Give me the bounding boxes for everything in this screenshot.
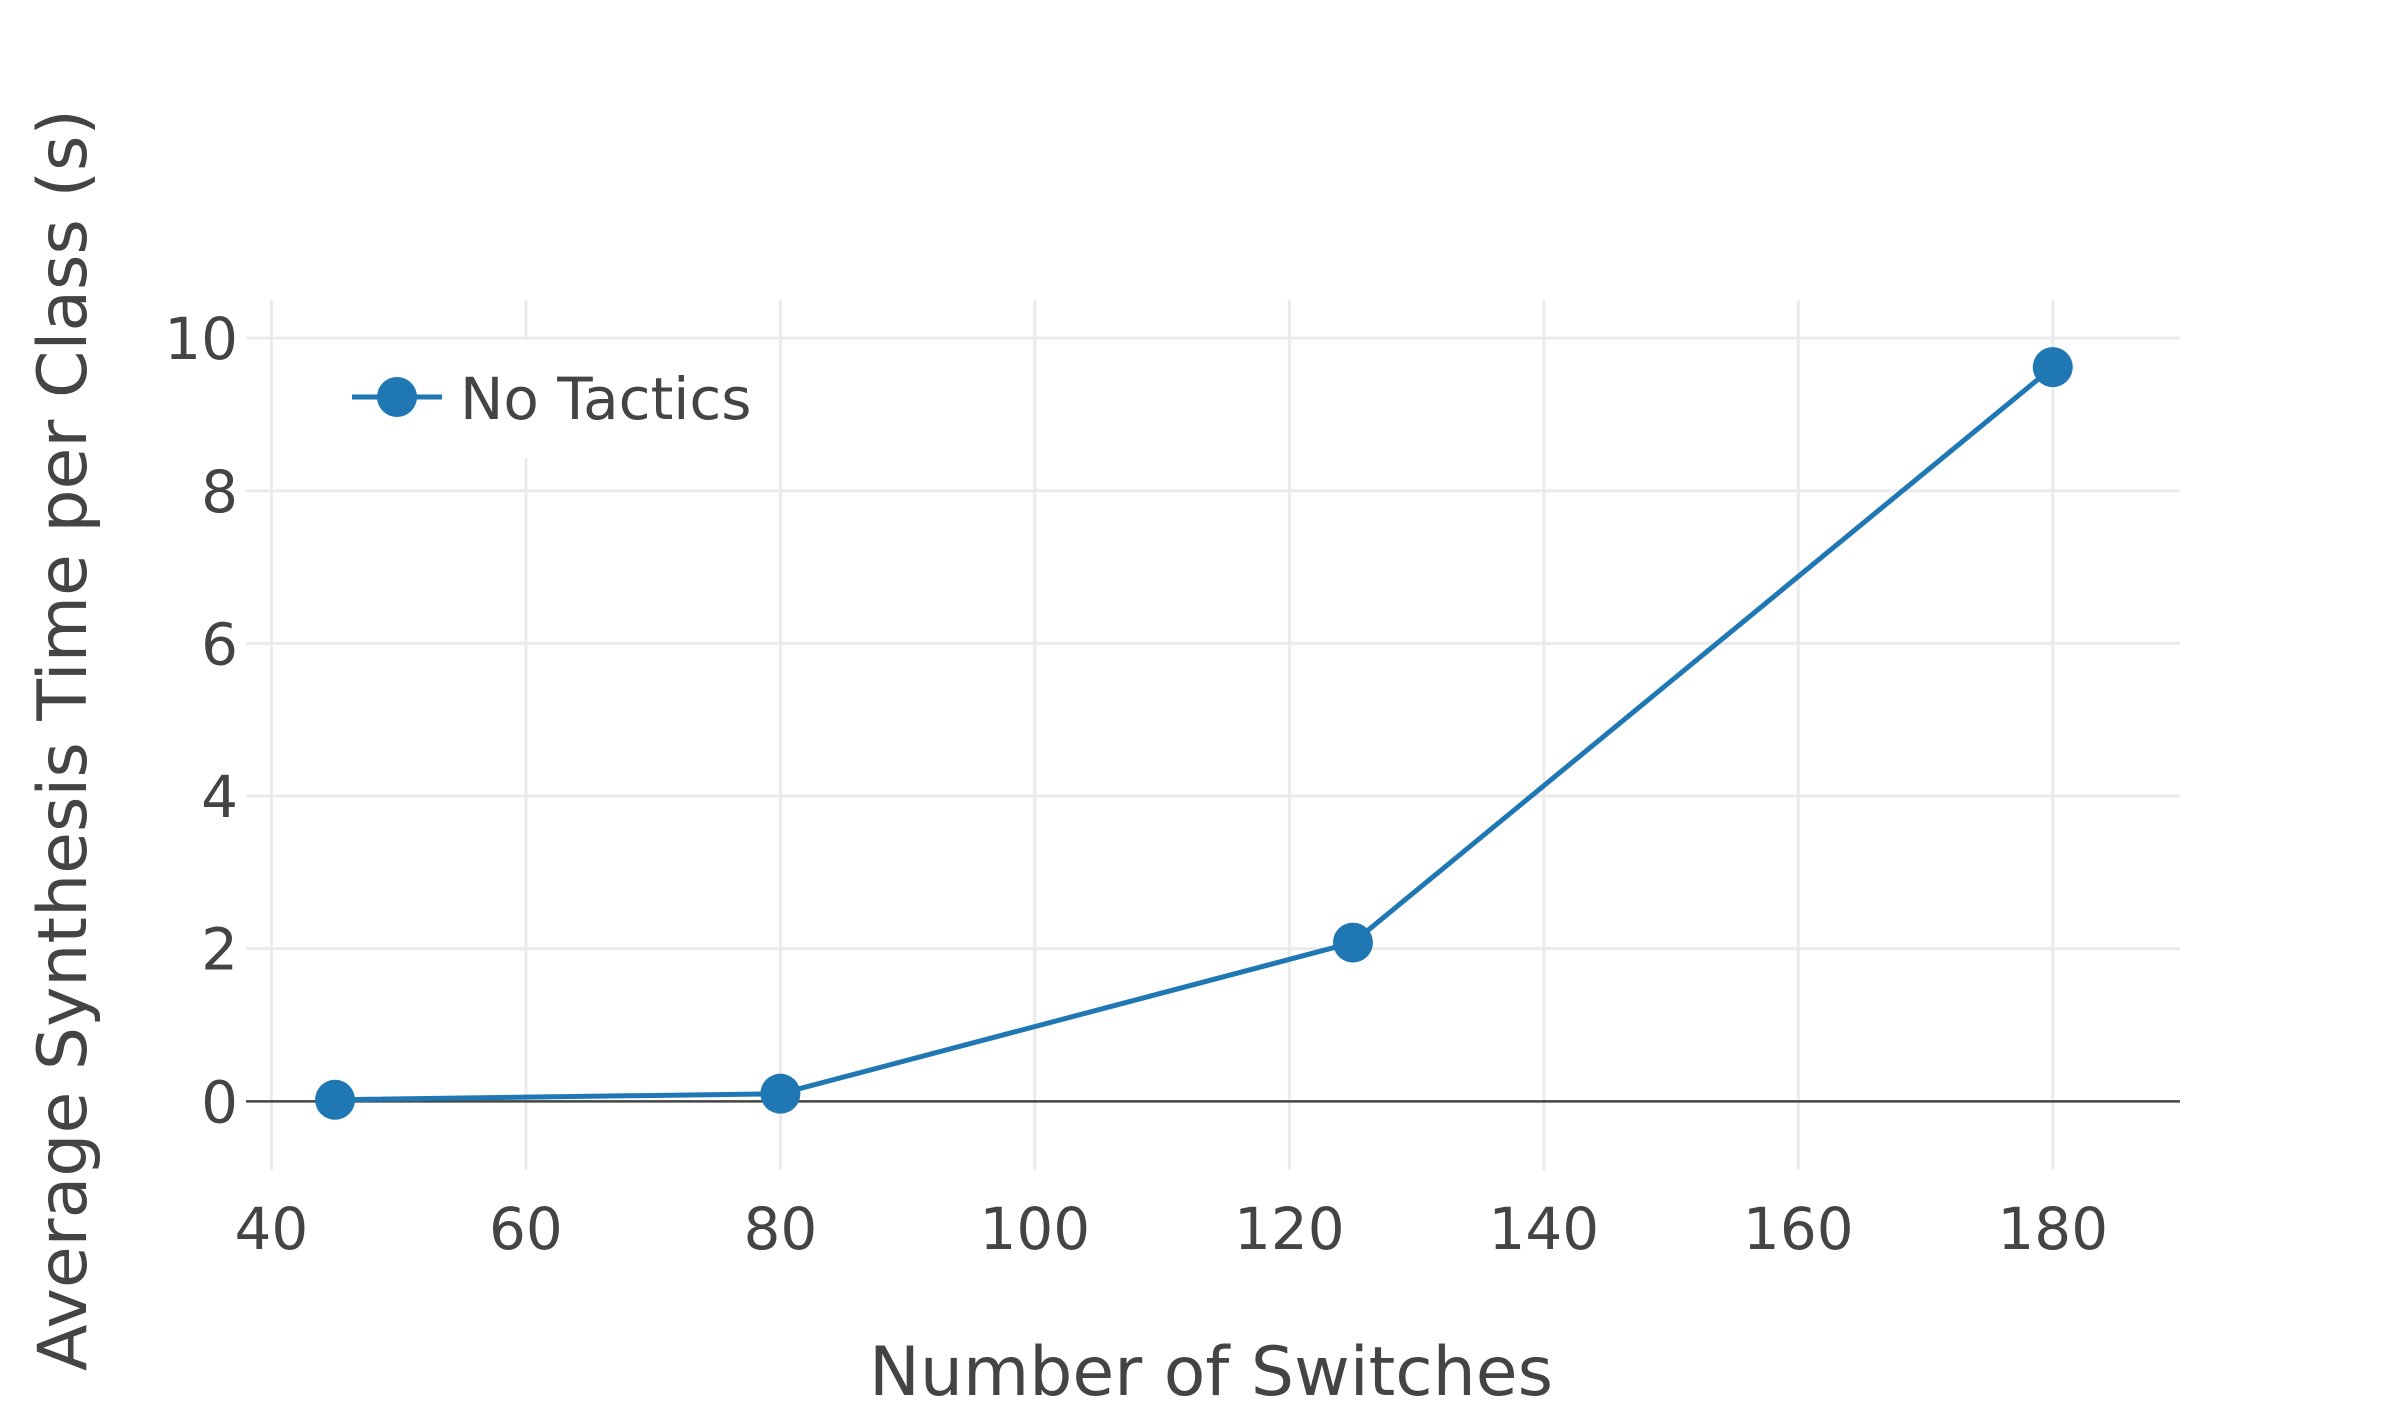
series-line-0	[335, 365, 2055, 1103]
y-tick-label-2: 2	[201, 916, 238, 984]
x-tick-label-100: 100	[980, 1195, 1091, 1263]
data-point-0-1[interactable]	[760, 1073, 801, 1114]
data-point-0-3[interactable]	[2032, 347, 2073, 388]
x-tick-label-160: 160	[1743, 1195, 1854, 1263]
x-tick-label-140: 140	[1488, 1195, 1599, 1263]
grid-lines	[246, 300, 2180, 1170]
x-tick-label-80: 80	[743, 1195, 817, 1263]
legend-swatch-marker	[377, 377, 417, 417]
x-tick-label-40: 40	[235, 1195, 309, 1263]
data-point-0-0[interactable]	[315, 1079, 356, 1120]
y-tick-label-0: 0	[201, 1068, 238, 1136]
data-point-0-2[interactable]	[1332, 922, 1373, 963]
y-tick-label-10: 10	[164, 305, 238, 373]
legend-label-no-tactics: No Tactics	[460, 365, 752, 433]
legend[interactable]: No Tactics	[297, 340, 765, 458]
x-tick-label-180: 180	[1997, 1195, 2108, 1263]
x-axis-ticks: 40 60 80 100 120 140 160 180	[235, 1195, 2109, 1263]
y-tick-label-6: 6	[201, 610, 238, 678]
y-tick-label-8: 8	[201, 458, 238, 526]
y-axis-title: Average Synthesis Time per Class (s)	[24, 109, 103, 1371]
y-axis-ticks: 0 2 4 6 8 10	[164, 305, 238, 1136]
x-tick-label-120: 120	[1234, 1195, 1345, 1263]
x-tick-label-60: 60	[489, 1195, 563, 1263]
x-axis-title: Number of Switches	[869, 1333, 1553, 1412]
y-tick-label-4: 4	[201, 763, 238, 831]
series-group	[315, 347, 2073, 1120]
